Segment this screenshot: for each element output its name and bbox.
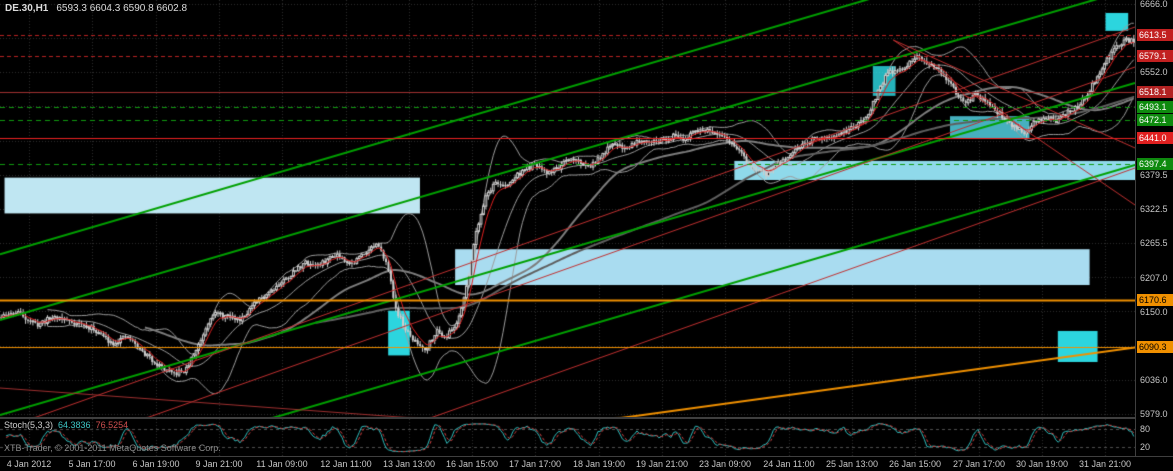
stoch-level-label: 80	[1140, 424, 1151, 434]
time-axis[interactable]: 4 Jan 2012 5 Jan 17:00 6 Jan 19:00 9 Jan 21…	[0, 456, 1173, 471]
time-axis-label: 11 Jan 09:00	[256, 459, 308, 469]
stochastic-label: Stoch(5,3,3) 64.3836 76.5254	[4, 420, 128, 430]
copyright-text: XTB-Trader, © 2001-2011 MetaQuotes Softw…	[4, 443, 221, 453]
price-tick-label: 6322.5	[1140, 204, 1168, 214]
price-tick-label: 6666.0	[1140, 0, 1168, 9]
price-level-badge: 6397.4	[1137, 158, 1173, 170]
stoch-indicator-name: Stoch(5,3,3)	[4, 420, 54, 430]
time-axis-label: 12 Jan 11:00	[320, 459, 372, 469]
time-axis-label: 31 Jan 21:00	[1078, 459, 1132, 469]
stoch-main-value: 64.3836	[58, 420, 91, 430]
main-chart-pane[interactable]	[0, 0, 1135, 418]
time-axis-label: 9 Jan 21:00	[195, 459, 243, 469]
time-axis-label: 19 Jan 21:00	[635, 459, 689, 469]
price-level-badge: 6613.5	[1137, 29, 1173, 41]
price-level-badge: 6441.0	[1137, 132, 1173, 144]
time-axis-label: 25 Jan 13:00	[825, 459, 879, 469]
stoch-signal-value: 76.5254	[95, 420, 129, 430]
ohlc-values: 6593.3 6604.3 6590.8 6602.8	[56, 3, 188, 14]
price-tick-label: 6207.0	[1140, 273, 1168, 283]
price-tick-label: 6379.5	[1140, 170, 1168, 180]
price-tick-label: 6552.0	[1140, 67, 1168, 77]
time-axis-label: 17 Jan 17:00	[508, 459, 562, 469]
price-tick-label: 5979.0	[1140, 409, 1168, 419]
time-axis-label: 5 Jan 17:00	[68, 459, 116, 469]
stochastic-pane[interactable]	[0, 419, 1135, 456]
price-chart-canvas[interactable]	[0, 0, 1135, 418]
price-tick-label: 6036.0	[1140, 375, 1168, 385]
time-axis-label: 26 Jan 15:00	[888, 459, 942, 469]
price-axis[interactable]: 6666.0 6552.0 6379.5 6322.5 6265.5 6207.0 6150…	[1135, 0, 1173, 456]
time-axis-label: 18 Jan 19:00	[572, 459, 626, 469]
time-axis-label: 6 Jan 19:00	[132, 459, 180, 469]
time-axis-label: 24 Jan 11:00	[763, 459, 815, 469]
price-level-badge: 6472.1	[1137, 114, 1173, 126]
chart-title: DE.30,H1 6593.3 6604.3 6590.8 6602.8	[5, 3, 187, 14]
price-tick-label: 6150.0	[1140, 307, 1168, 317]
pane-divider[interactable]	[0, 417, 1173, 419]
stochastic-canvas[interactable]	[0, 419, 1135, 456]
price-level-badge: 6170.6	[1137, 294, 1173, 306]
price-level-badge: 6579.1	[1137, 50, 1173, 62]
stoch-level-label: 20	[1140, 442, 1151, 452]
time-axis-label: 30 Jan 19:00	[1015, 459, 1069, 469]
symbol-period-label: DE.30,H1	[5, 3, 49, 14]
time-axis-label: 23 Jan 09:00	[698, 459, 752, 469]
price-level-badge: 6518.1	[1137, 86, 1173, 98]
price-level-badge: 6493.1	[1137, 101, 1173, 113]
time-axis-label: 27 Jan 17:00	[952, 459, 1006, 469]
time-axis-label: 16 Jan 15:00	[445, 459, 499, 469]
price-tick-label: 6265.5	[1140, 238, 1168, 248]
time-axis-label: 13 Jan 13:00	[382, 459, 436, 469]
price-level-badge: 6090.3	[1137, 341, 1173, 353]
time-axis-label: 4 Jan 2012	[6, 459, 52, 469]
